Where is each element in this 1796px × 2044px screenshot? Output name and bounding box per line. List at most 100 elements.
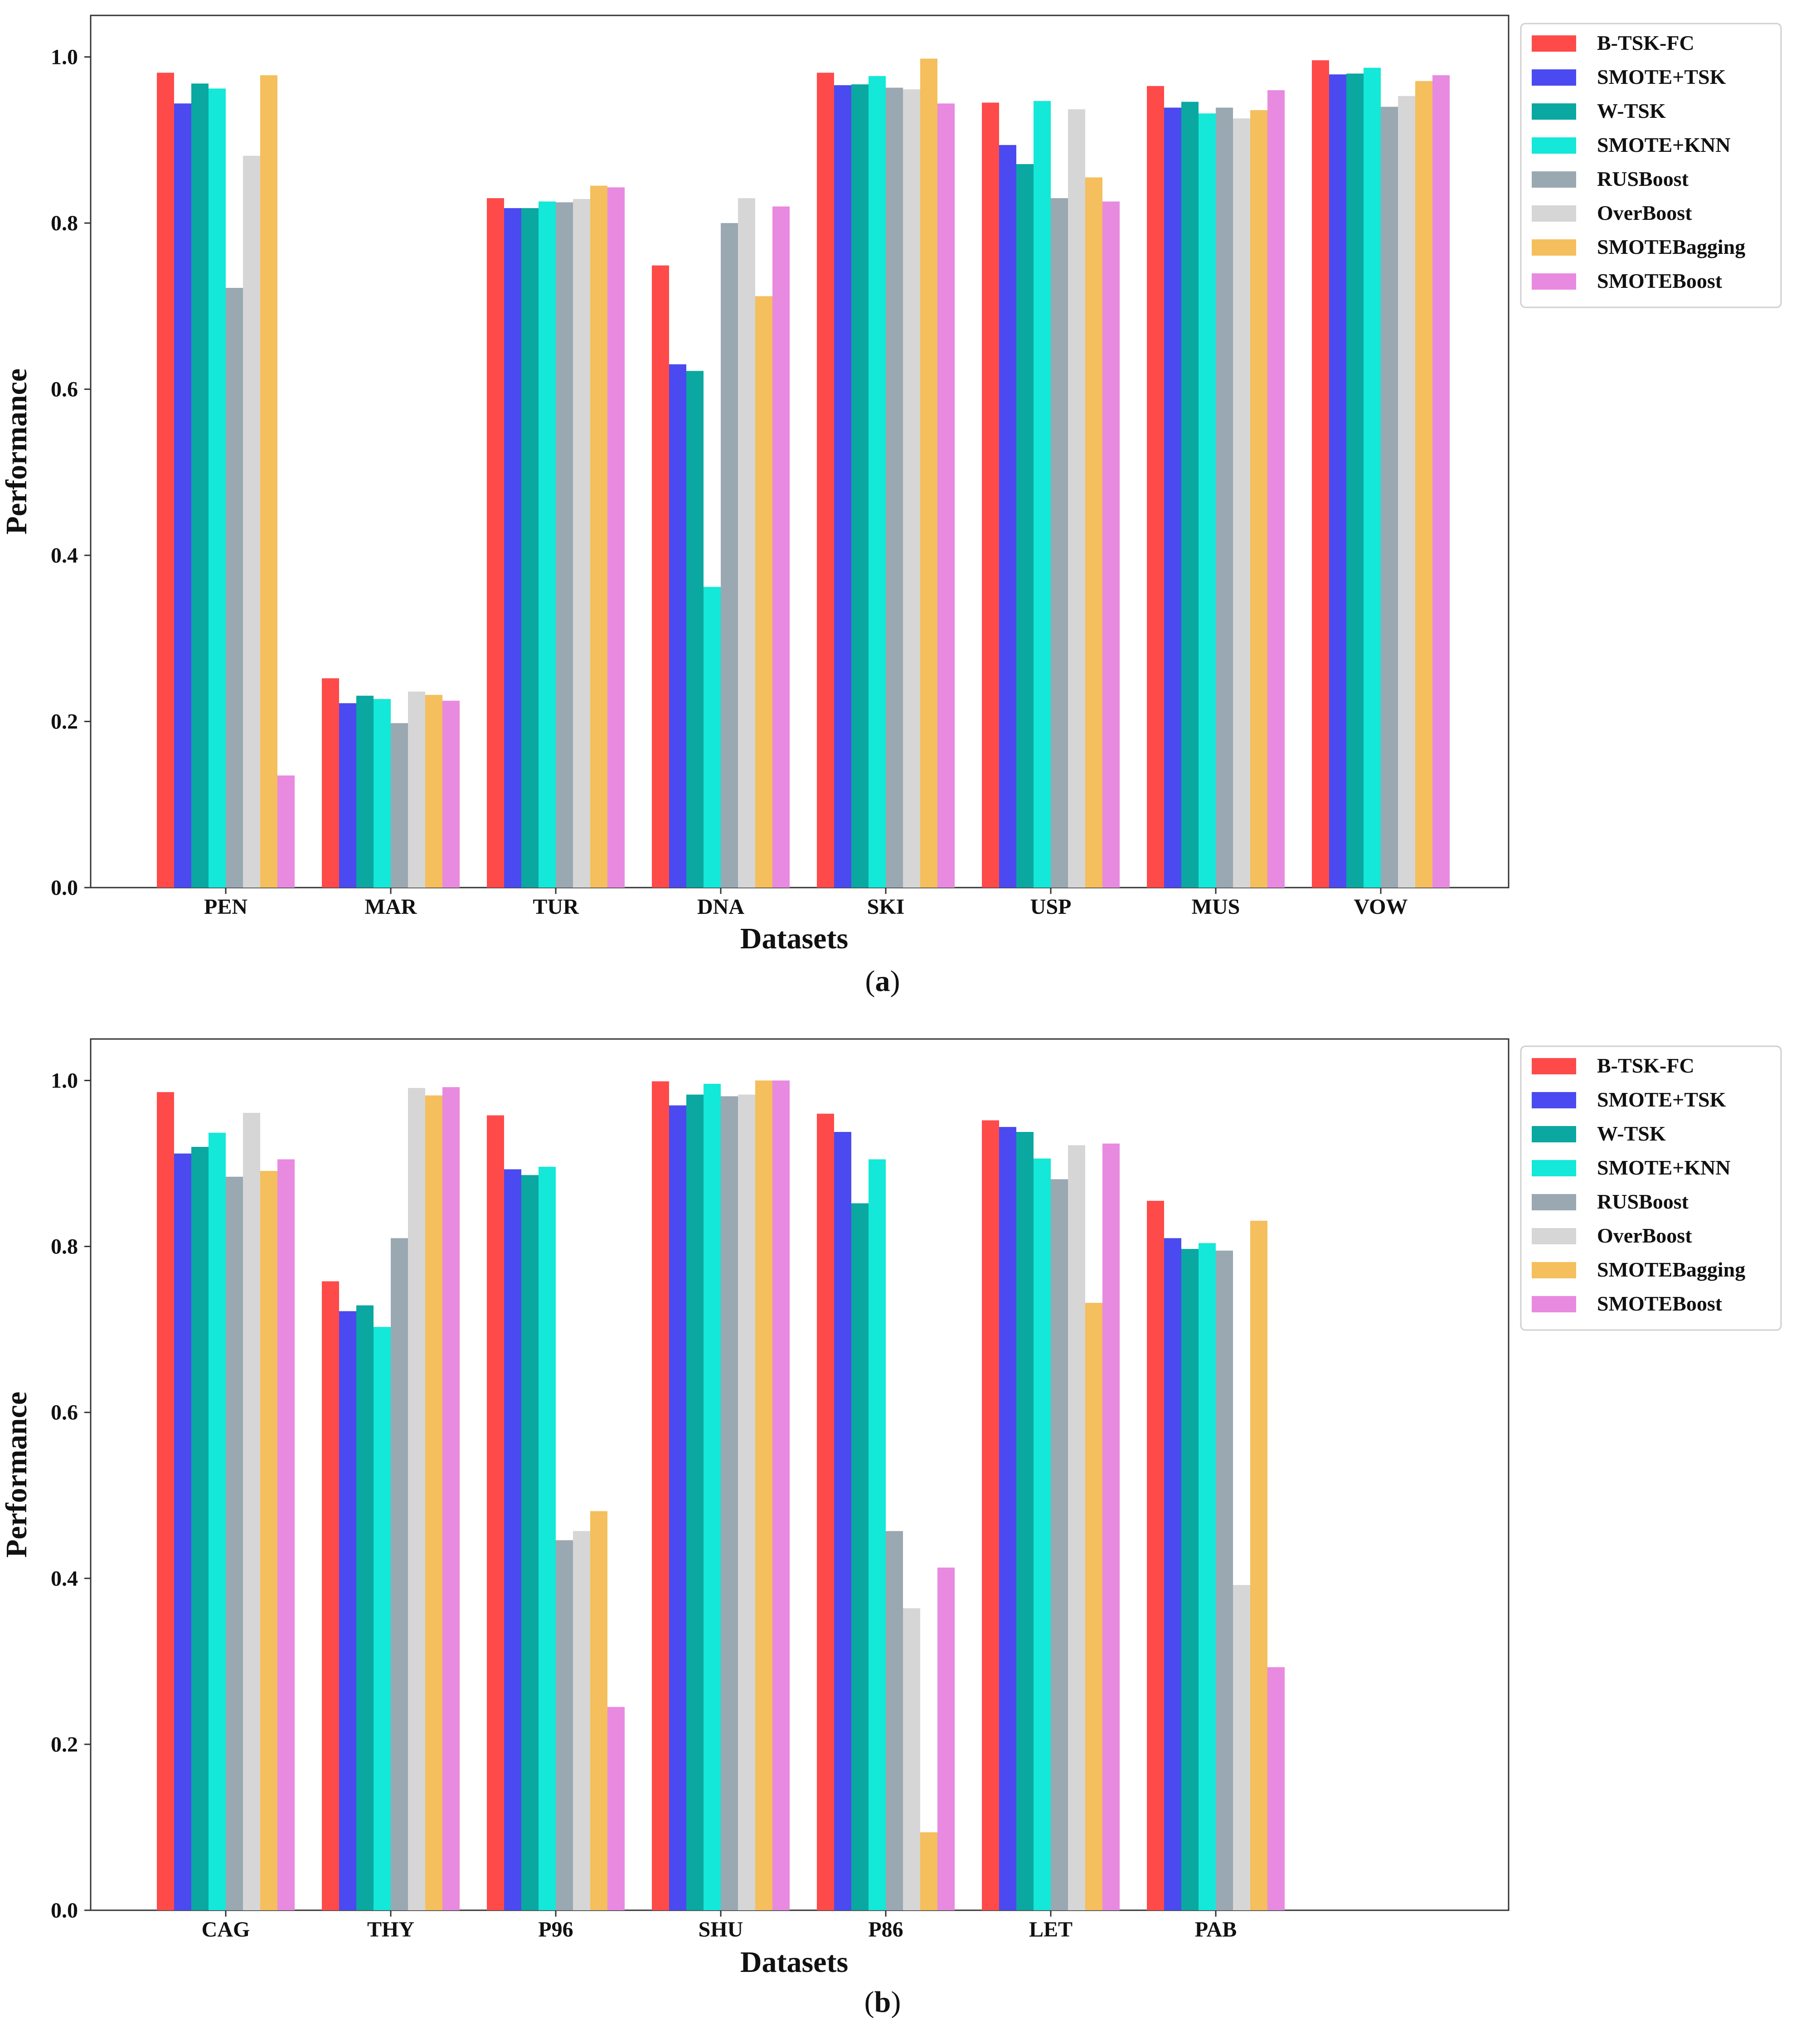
bar [487,198,504,888]
bar [174,1153,191,1910]
bar [1233,118,1250,888]
legend-swatch [1532,35,1576,52]
bar [1432,75,1450,888]
legend-label: RUSBoost [1597,167,1689,190]
y-tick-label: 0.6 [51,378,78,402]
bar-group-PEN [157,73,295,888]
bar [487,1115,504,1910]
legend-swatch [1532,1092,1576,1108]
legend-label: SMOTE+KNN [1597,1156,1731,1179]
bar [590,185,607,888]
bar [903,89,920,888]
x-tick-label: PAB [1195,1918,1237,1942]
x-axis-title: Datasets [740,1946,848,1979]
bar-group-SHU [652,1080,790,1910]
bar [408,1088,425,1910]
legend-swatch [1532,273,1576,290]
bar [243,1112,260,1910]
x-tick-label: P96 [538,1918,573,1942]
bar [260,75,277,888]
bar [834,1132,851,1910]
bar [851,1203,869,1910]
bar-group-MAR [322,678,460,888]
bar [1233,1585,1250,1910]
y-tick-label: 0.8 [51,211,78,235]
bar [277,775,295,888]
bar [391,1238,408,1910]
legend-swatch [1532,171,1576,188]
x-axis-title: Datasets [740,922,848,955]
bar [191,1146,209,1910]
x-tick-label: DNA [697,895,744,919]
bar [652,265,669,888]
legend-swatch [1532,69,1576,86]
bar [1346,73,1364,888]
legend-swatch [1532,205,1576,222]
caption-paren-open: ( [864,1986,874,2019]
bar [374,1327,391,1910]
bar [982,1120,999,1910]
bar [999,145,1016,888]
legend-box [1520,23,1782,308]
bar [539,201,556,888]
legend-swatch [1532,1058,1576,1074]
caption-letter: a [875,965,890,998]
legend-label: OverBoost [1597,1224,1692,1247]
legend-label: W-TSK [1597,1122,1666,1145]
panel-caption: (a) [865,965,900,998]
legend-label: SMOTE+TSK [1597,1088,1726,1111]
y-tick-label: 0.2 [51,1733,78,1757]
x-tick-label: LET [1029,1918,1073,1942]
bar [1102,201,1120,888]
bar [556,1540,573,1910]
bar [556,202,573,888]
bar [1164,1238,1181,1910]
chart-panel-b: 0.0 0.2 0.4 0.6 0.8 1.0 CAG THY P96 SHU P86 LET PAB D… [0,1038,1782,2019]
bar [1102,1143,1120,1910]
bar [1181,102,1199,888]
bar [686,1094,704,1910]
bar [1199,113,1216,888]
bar [442,1087,460,1910]
bar [652,1081,669,1910]
bar [721,1096,738,1910]
legend-label: OverBoost [1597,201,1692,224]
legend-label: SMOTEBoost [1597,269,1723,292]
bar [226,1176,243,1910]
x-tick-label: THY [367,1918,414,1942]
legend-swatch [1532,1126,1576,1142]
legend-swatch [1532,1194,1576,1210]
bar [226,288,243,888]
bar [1016,164,1034,888]
bar [157,1092,174,1910]
bar [1164,107,1181,888]
legend: B-TSK-FC SMOTE+TSK W-TSK SMOTE+KNN RUSBoost O… [1520,23,1782,308]
bar [408,691,425,888]
y-axis-title: Performance [0,369,33,534]
bar [772,1080,790,1910]
bar [851,84,869,888]
bar [322,1281,339,1910]
legend-swatch [1532,137,1576,154]
bar [869,76,886,888]
bar [1051,1179,1068,1910]
x-tick-label: SHU [699,1918,743,1942]
y-tick-label: 0.6 [51,1401,78,1425]
bar [738,198,755,888]
bar [1312,60,1329,888]
legend-label: B-TSK-FC [1597,31,1694,54]
legend-box [1520,1045,1782,1331]
bar [374,699,391,888]
bar [1415,81,1432,888]
bar [521,1175,539,1910]
bar [1147,86,1164,888]
legend: B-TSK-FC SMOTE+TSK W-TSK SMOTE+KNN RUSBoost O… [1520,1045,1782,1331]
bar-group-CAG [157,1092,295,1910]
bar [425,1095,442,1910]
bar [920,1832,937,1910]
bar [209,88,226,888]
bar-group-LET [982,1120,1120,1910]
bar [1016,1132,1034,1910]
caption-paren-close: ) [890,965,900,998]
legend-swatch [1532,1262,1576,1278]
